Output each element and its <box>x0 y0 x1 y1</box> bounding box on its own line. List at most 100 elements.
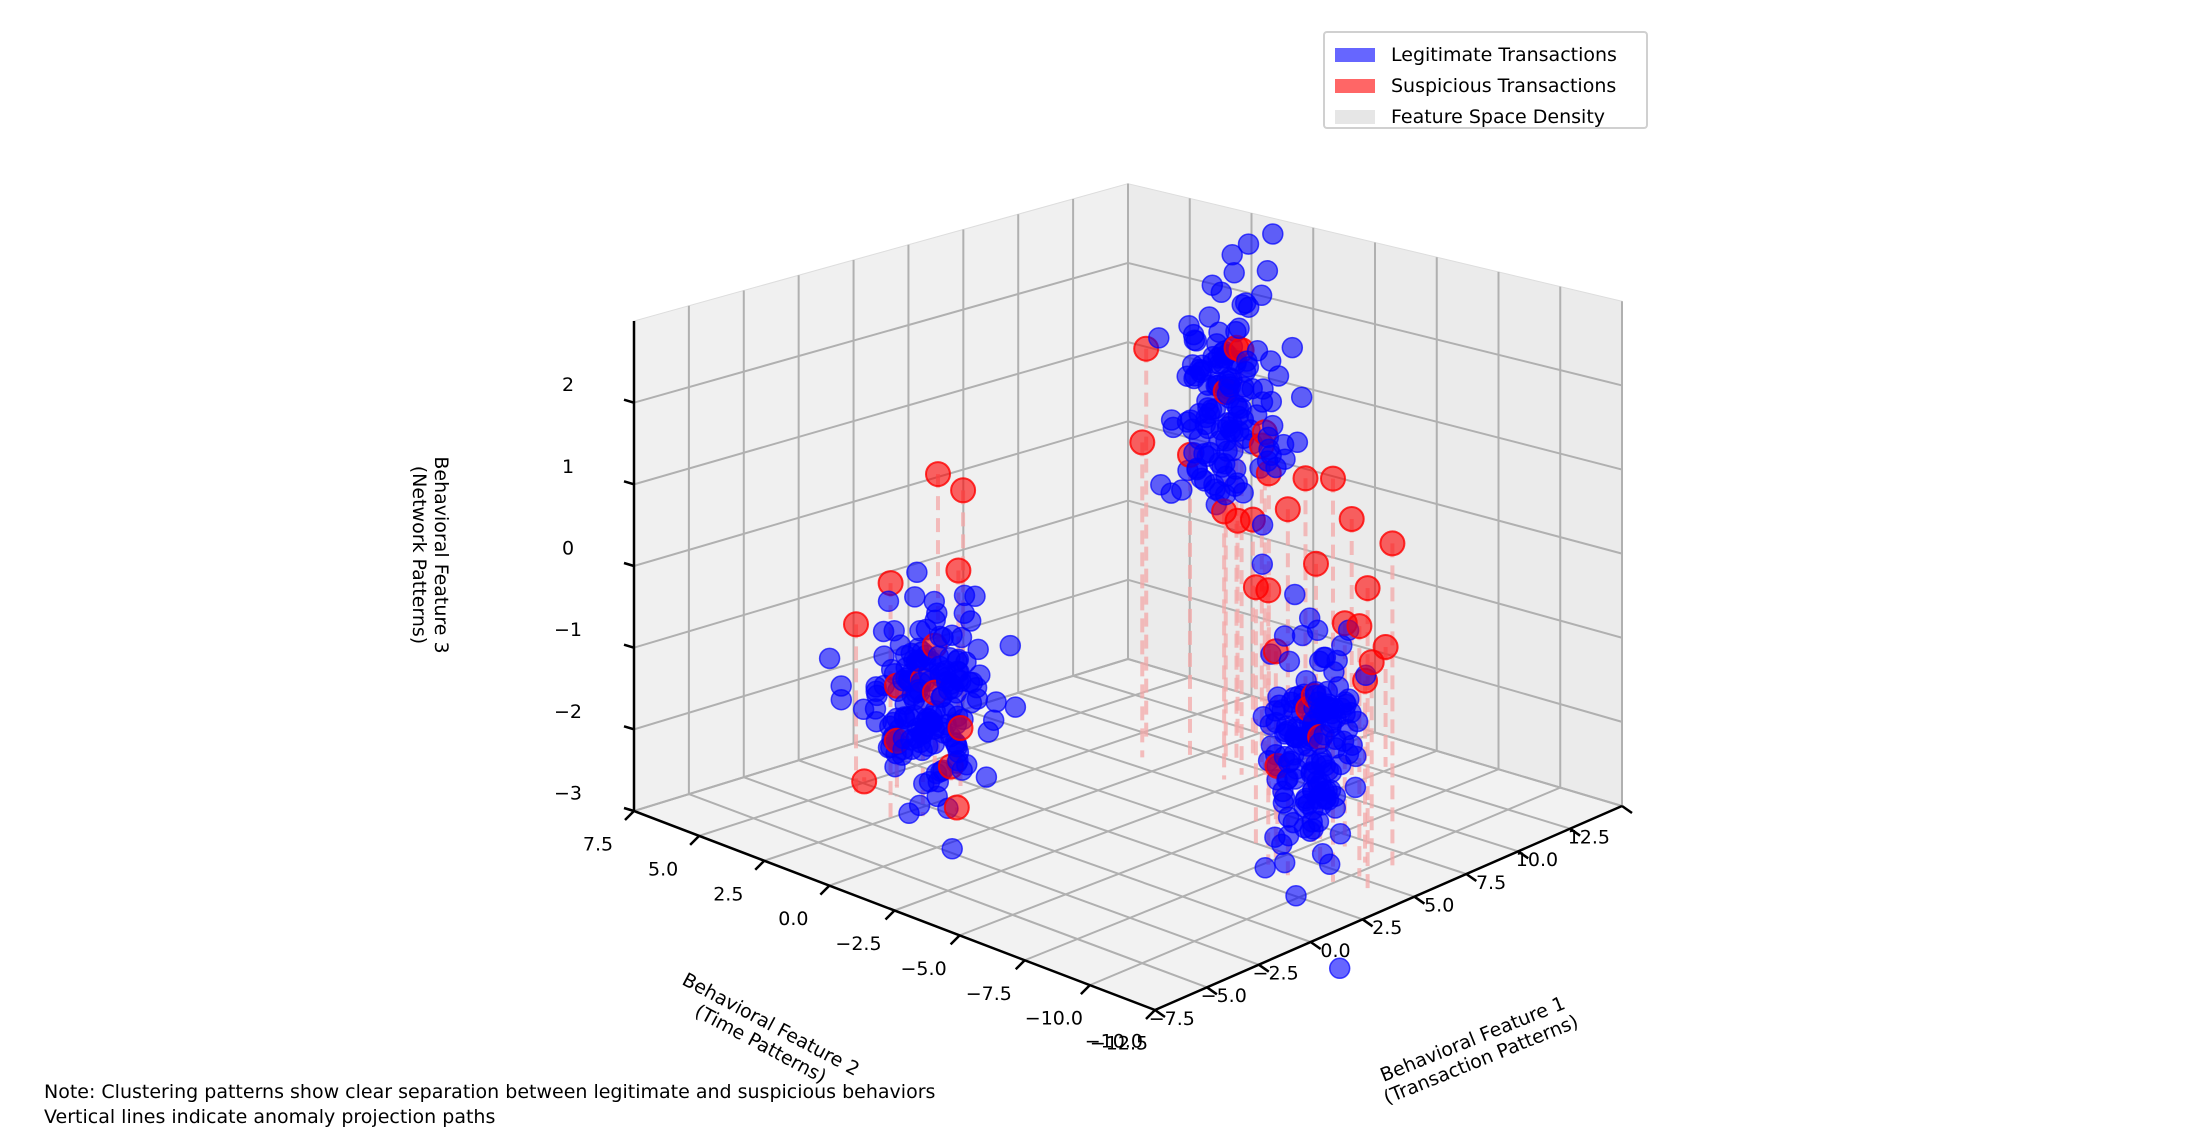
tick-mark-y <box>1361 918 1374 928</box>
point-legitimate <box>877 590 900 613</box>
axis-label-z: Behavioral Feature 3(Network Patterns) <box>408 456 452 653</box>
point-legitimate <box>1004 696 1027 718</box>
tick-label-y: −10.0 <box>1085 1031 1143 1053</box>
point-legitimate <box>1284 583 1306 606</box>
point-suspicious <box>843 611 869 638</box>
tick-mark-z <box>623 480 635 486</box>
point-legitimate <box>904 586 926 608</box>
point-legitimate <box>1329 823 1352 845</box>
tick-label-x: 7.5 <box>583 834 613 856</box>
point-legitimate <box>964 585 986 608</box>
point-legitimate <box>1232 482 1254 504</box>
legend-label-suspicious: Suspicious Transactions <box>1391 74 1617 97</box>
point-legitimate <box>1256 260 1279 282</box>
legend-item-density: Feature Space Density <box>1335 101 1636 132</box>
tick-mark-y <box>1621 804 1633 815</box>
tick-mark-y <box>1413 895 1426 905</box>
point-legitimate <box>975 766 998 788</box>
tick-label-z: −3 <box>554 783 582 805</box>
tick-mark-x <box>689 834 701 846</box>
tick-label-y: 2.5 <box>1372 917 1402 939</box>
tick-label-z: 2 <box>562 374 574 396</box>
tick-label-z: 1 <box>562 456 574 478</box>
grid-line-z-left <box>633 341 1129 486</box>
tick-label-y: −7.5 <box>1149 1008 1195 1030</box>
tick-mark-x <box>624 810 635 821</box>
grid-line-z-left <box>633 420 1129 567</box>
legend-item-legitimate: Legitimate Transactions <box>1335 39 1636 70</box>
tick-label-y: 7.5 <box>1476 872 1506 894</box>
point-legitimate <box>830 675 852 697</box>
point-legitimate <box>1228 317 1250 340</box>
grid-line-y-floor <box>798 759 1312 943</box>
point-legitimate <box>959 610 982 632</box>
tick-label-y: −2.5 <box>1253 963 1299 985</box>
tick-mark-x <box>819 884 831 896</box>
point-legitimate <box>999 634 1022 657</box>
point-legitimate <box>1273 851 1296 874</box>
point-suspicious <box>950 477 977 504</box>
point-legitimate <box>1183 329 1206 351</box>
point-legitimate <box>906 561 928 584</box>
tick-label-x: −10.0 <box>1025 1008 1083 1030</box>
point-legitimate <box>941 838 963 860</box>
point-legitimate <box>985 691 1007 713</box>
legend-label-density: Feature Space Density <box>1391 105 1606 128</box>
tick-mark-z <box>623 398 635 404</box>
point-suspicious <box>1255 577 1282 604</box>
point-legitimate <box>1262 223 1284 245</box>
point-legitimate <box>950 626 973 649</box>
tick-mark-y <box>1517 850 1529 860</box>
point-legitimate <box>1148 327 1170 349</box>
grid-line-x-floor <box>829 713 1314 887</box>
point-legitimate <box>1223 262 1245 284</box>
tick-mark-z <box>623 643 635 649</box>
legend-swatch-legitimate <box>1335 47 1375 62</box>
tick-label-y: 5.0 <box>1424 895 1454 917</box>
grid-line-x-floor <box>763 694 1252 862</box>
tick-label-y: 12.5 <box>1568 827 1610 849</box>
point-suspicious <box>945 557 972 584</box>
tick-mark-y <box>1569 827 1581 837</box>
point-legitimate <box>1273 625 1296 647</box>
tick-mark-z <box>623 725 635 731</box>
legend-label-legitimate: Legitimate Transactions <box>1391 43 1617 66</box>
footnote-line-2: Vertical lines indicate anomaly projecti… <box>44 1106 496 1128</box>
point-legitimate <box>1278 650 1301 673</box>
tick-label-x: −12.5 <box>1090 1033 1148 1055</box>
point-legitimate <box>1328 957 1351 980</box>
tick-label-x: 5.0 <box>648 858 678 880</box>
point-legitimate <box>967 638 989 661</box>
point-legitimate <box>1346 710 1369 733</box>
tick-mark-y <box>1154 1008 1166 1019</box>
axis-ticks: −12.5−10.0−7.5−5.0−2.50.02.55.07.5−10.0−… <box>554 374 1633 1055</box>
legend-swatch-suspicious <box>1335 78 1375 93</box>
tick-label-z: 0 <box>562 538 574 560</box>
axis-label-z-line-2: (Network Patterns) <box>408 466 430 644</box>
point-legitimate <box>1324 785 1347 807</box>
tick-mark-y <box>1206 986 1218 996</box>
point-legitimate <box>1281 336 1304 359</box>
legend-swatch-density <box>1335 109 1375 124</box>
point-legitimate <box>818 647 841 670</box>
point-legitimate <box>1250 284 1273 307</box>
point-suspicious <box>1338 506 1365 532</box>
point-suspicious <box>1354 575 1381 602</box>
point-suspicious <box>1129 429 1156 456</box>
point-suspicious <box>947 715 974 741</box>
point-legitimate <box>1210 281 1233 304</box>
point-suspicious <box>1292 465 1319 492</box>
point-legitimate <box>1251 553 1274 575</box>
legend-item-suspicious: Suspicious Transactions <box>1335 70 1636 101</box>
tick-mark-z <box>623 806 635 813</box>
tick-label-x: −5.0 <box>901 958 947 980</box>
point-legitimate <box>1237 356 1260 378</box>
point-suspicious <box>925 461 951 488</box>
point-suspicious <box>1274 496 1301 523</box>
axis-label-z-line-1: Behavioral Feature 3 <box>430 456 452 653</box>
point-legitimate <box>908 794 931 817</box>
point-suspicious <box>1320 465 1346 492</box>
point-suspicious <box>851 768 878 795</box>
legend: Legitimate Transactions Suspicious Trans… <box>1323 31 1648 129</box>
tick-label-y: 0.0 <box>1320 940 1350 962</box>
